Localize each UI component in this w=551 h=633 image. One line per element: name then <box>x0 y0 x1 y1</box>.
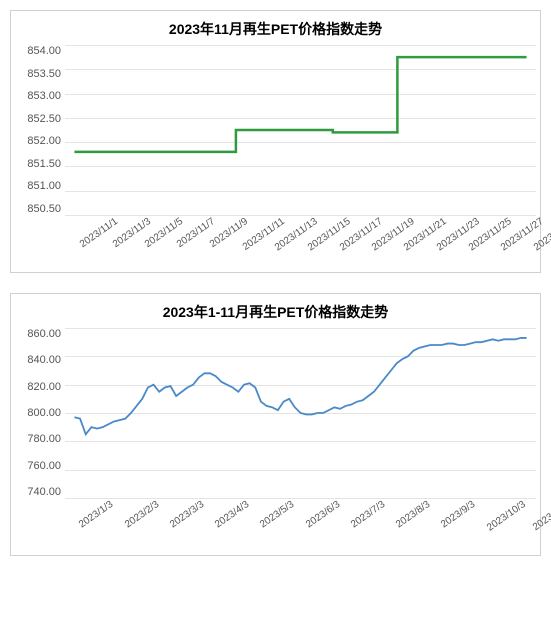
y-axis: 854.00 853.50 853.00 852.50 852.00 851.50 851.… <box>15 45 65 215</box>
chart-title: 2023年11月再生PET价格指数走势 <box>15 19 536 39</box>
x-tick-label: 2023/5/3 <box>258 499 296 530</box>
x-tick-label: 2023/6/3 <box>304 499 342 530</box>
y-tick-label: 860.00 <box>27 328 61 340</box>
plot-wrapper: 854.00 853.50 853.00 852.50 852.00 851.50 851.… <box>15 45 536 216</box>
y-tick-label: 740.00 <box>27 486 61 498</box>
x-axis: 2023/11/12023/11/32023/11/52023/11/72023… <box>15 216 536 268</box>
x-tick-label: 2023/10/3 <box>485 499 528 534</box>
y-tick-label: 852.00 <box>27 135 61 147</box>
y-axis: 860.00 840.00 820.00 800.00 780.00 760.00 740.… <box>15 328 65 498</box>
y-tick-label: 850.50 <box>27 203 61 215</box>
chart-nov-2023: 2023年11月再生PET价格指数走势 854.00853.50853.0085… <box>10 10 541 273</box>
y-tick-label: 800.00 <box>27 407 61 419</box>
x-tick-label: 2023/2/3 <box>123 499 161 530</box>
y-tick-label: 853.50 <box>27 68 61 80</box>
y-tick-label: 851.50 <box>27 158 61 170</box>
y-tick-label: 780.00 <box>27 433 61 445</box>
y-tick-label: 840.00 <box>27 354 61 366</box>
x-tick-label: 2023/1/3 <box>77 499 115 530</box>
x-tick-label: 2023/3/3 <box>168 499 206 530</box>
x-labels: 2023/11/12023/11/32023/11/52023/11/72023… <box>65 216 536 268</box>
line-series <box>65 328 536 498</box>
x-tick-label: 2023/9/3 <box>439 499 477 530</box>
plot-area <box>65 45 536 216</box>
y-tick-label: 854.00 <box>27 45 61 57</box>
line-series <box>65 45 536 215</box>
plot-wrapper: 860.00 840.00 820.00 800.00 780.00 760.00 740.… <box>15 328 536 499</box>
x-tick-label: 2023/8/3 <box>394 499 432 530</box>
chart-jan-nov-2023: 2023年1-11月再生PET价格指数走势 860.00 840.00 820.00… <box>10 293 541 556</box>
x-labels: 2023/1/3 2023/2/32023/3/32023/4/32023/5/3… <box>65 499 536 551</box>
y-tick-label: 760.00 <box>27 460 61 472</box>
y-tick-label: 851.00 <box>27 180 61 192</box>
x-axis: 2023/1/3 2023/2/32023/3/32023/4/32023/5/3… <box>15 499 536 551</box>
x-tick-label: 2023/7/3 <box>349 499 387 530</box>
plot-area <box>65 328 536 499</box>
x-tick-label: 2023/4/3 <box>213 499 251 530</box>
x-tick-label: 2023/11/3 <box>530 499 551 533</box>
y-tick-label: 820.00 <box>27 381 61 393</box>
y-tick-label: 853.00 <box>27 90 61 102</box>
chart-title: 2023年1-11月再生PET价格指数走势 <box>15 302 536 322</box>
y-tick-label: 852.50 <box>27 113 61 125</box>
